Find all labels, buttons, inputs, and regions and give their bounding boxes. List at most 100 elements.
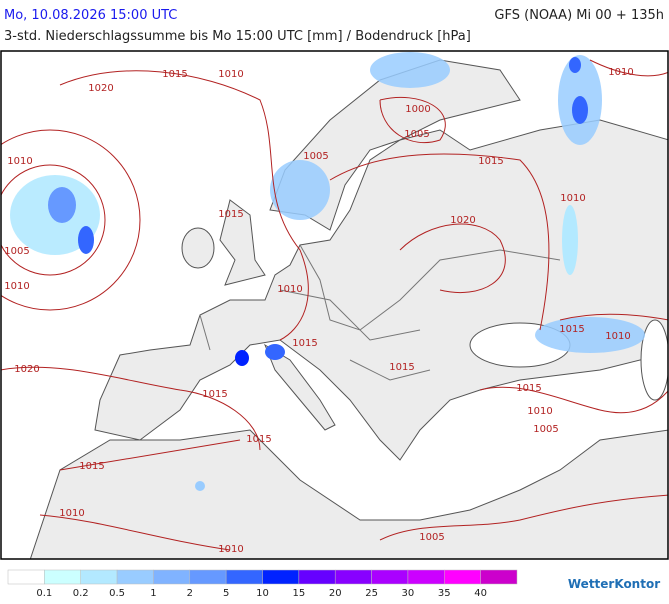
precip-area [48, 187, 76, 223]
legend-label: 40 [474, 588, 487, 599]
italy [263, 343, 336, 431]
isobar-label: 1010 [608, 67, 633, 78]
isobar [379, 96, 446, 144]
isobar [1, 129, 141, 311]
isobar-label: 1015 [559, 324, 584, 335]
isobar-labels: 1015 1010 1020 1010 1000 1005 1005 1015 1010 1015… [4, 67, 633, 555]
isobar-label: 1020 [14, 364, 39, 375]
isobar [59, 70, 309, 341]
isobar-label: 1015 [516, 383, 541, 394]
precip-area [562, 205, 578, 275]
legend-label: 0.5 [109, 588, 125, 599]
isobar-label: 1020 [88, 83, 113, 94]
logo: WetterKontor [568, 577, 660, 591]
legend-swatch [480, 569, 518, 585]
precip-area [195, 481, 205, 491]
legend-label: 30 [402, 588, 415, 599]
precip-area [235, 350, 249, 366]
legend-swatch [444, 569, 481, 585]
isobar-label: 1010 [7, 156, 32, 167]
isobar-label: 1015 [389, 362, 414, 373]
legend-label: 2 [187, 588, 193, 599]
isobar [39, 439, 241, 551]
subtitle: 3-std. Niederschlagssumme bis Mo 15:00 U… [4, 29, 471, 44]
isobar-label: 1010 [218, 544, 243, 555]
precip-area [572, 96, 588, 124]
isobar-label: 1010 [59, 508, 84, 519]
isobar-label: 1010 [218, 69, 243, 80]
legend-swatch [80, 569, 118, 585]
isobar-label: 1005 [303, 151, 328, 162]
legend-label: 35 [438, 588, 451, 599]
caspian-sea [640, 319, 668, 401]
isobar [1, 164, 106, 276]
legend-swatch [225, 569, 263, 585]
legend-swatch [334, 569, 372, 585]
legend-label: 15 [292, 588, 305, 599]
borders [199, 244, 561, 381]
isobar-label: 1010 [527, 406, 552, 417]
map-area: 1015 1010 1020 1010 1000 1005 1005 1015 1010 1015… [1, 51, 668, 559]
isobar [589, 59, 668, 77]
legend-label: 20 [329, 588, 342, 599]
isobar-label: 1015 [79, 461, 104, 472]
legend-label: 10 [256, 588, 269, 599]
isobar-label: 1005 [533, 424, 558, 435]
legend-swatch [189, 569, 227, 585]
legend-swatch [262, 569, 300, 585]
isobar-label: 1015 [218, 209, 243, 220]
precip-area [78, 226, 94, 254]
isobar [399, 223, 506, 294]
legend-swatch [371, 569, 409, 585]
precip-area [569, 57, 581, 73]
legend-label: 1 [150, 588, 156, 599]
legend-swatch [298, 569, 336, 585]
precip-area [370, 52, 450, 88]
isobar-label: 1010 [4, 281, 29, 292]
precip-area [270, 160, 330, 220]
isobar-label: 1015 [162, 69, 187, 80]
isobar-label: 1005 [4, 246, 29, 257]
legend-swatch [7, 569, 45, 585]
isobar-label: 1015 [478, 156, 503, 167]
isobar-label: 1000 [405, 104, 430, 115]
north-africa [29, 429, 668, 559]
isobar-label: 1010 [560, 193, 585, 204]
legend-label: 25 [365, 588, 378, 599]
isobar [329, 153, 550, 331]
isobar-label: 1015 [202, 389, 227, 400]
precipitation [10, 52, 645, 491]
isobar-label: 1015 [246, 434, 271, 445]
isobar [559, 313, 668, 321]
isobar [1, 366, 261, 451]
isobar-label: 1010 [277, 284, 302, 295]
model-run: GFS (NOAA) Mi 00 + 135h [494, 8, 664, 23]
legend-label: 5 [223, 588, 229, 599]
isobar-label: 1020 [450, 215, 475, 226]
precip-area [265, 344, 285, 360]
scandinavia [269, 59, 521, 231]
isobar-label: 1005 [419, 532, 444, 543]
legend-swatch [407, 569, 445, 585]
legend: 0.1 0.2 0.5 1 2 5 10 15 20 25 30 35 40 [7, 569, 518, 599]
isobars [1, 59, 668, 551]
isobar-label: 1015 [292, 338, 317, 349]
land [29, 59, 668, 559]
legend-label: 0.1 [36, 588, 52, 599]
great-britain [219, 199, 266, 286]
precip-area [535, 317, 645, 353]
valid-time: Mo, 10.08.2026 15:00 UTC [4, 8, 177, 23]
isobar [379, 494, 668, 541]
legend-swatch [44, 569, 81, 585]
ireland [181, 227, 215, 269]
legend-swatch [153, 569, 191, 585]
isobar-label: 1005 [404, 129, 429, 140]
map-frame [0, 50, 669, 560]
isobar [479, 386, 668, 414]
isobar-label: 1010 [605, 331, 630, 342]
mainland [94, 119, 668, 461]
legend-swatch [116, 569, 154, 585]
legend-label: 0.2 [73, 588, 89, 599]
